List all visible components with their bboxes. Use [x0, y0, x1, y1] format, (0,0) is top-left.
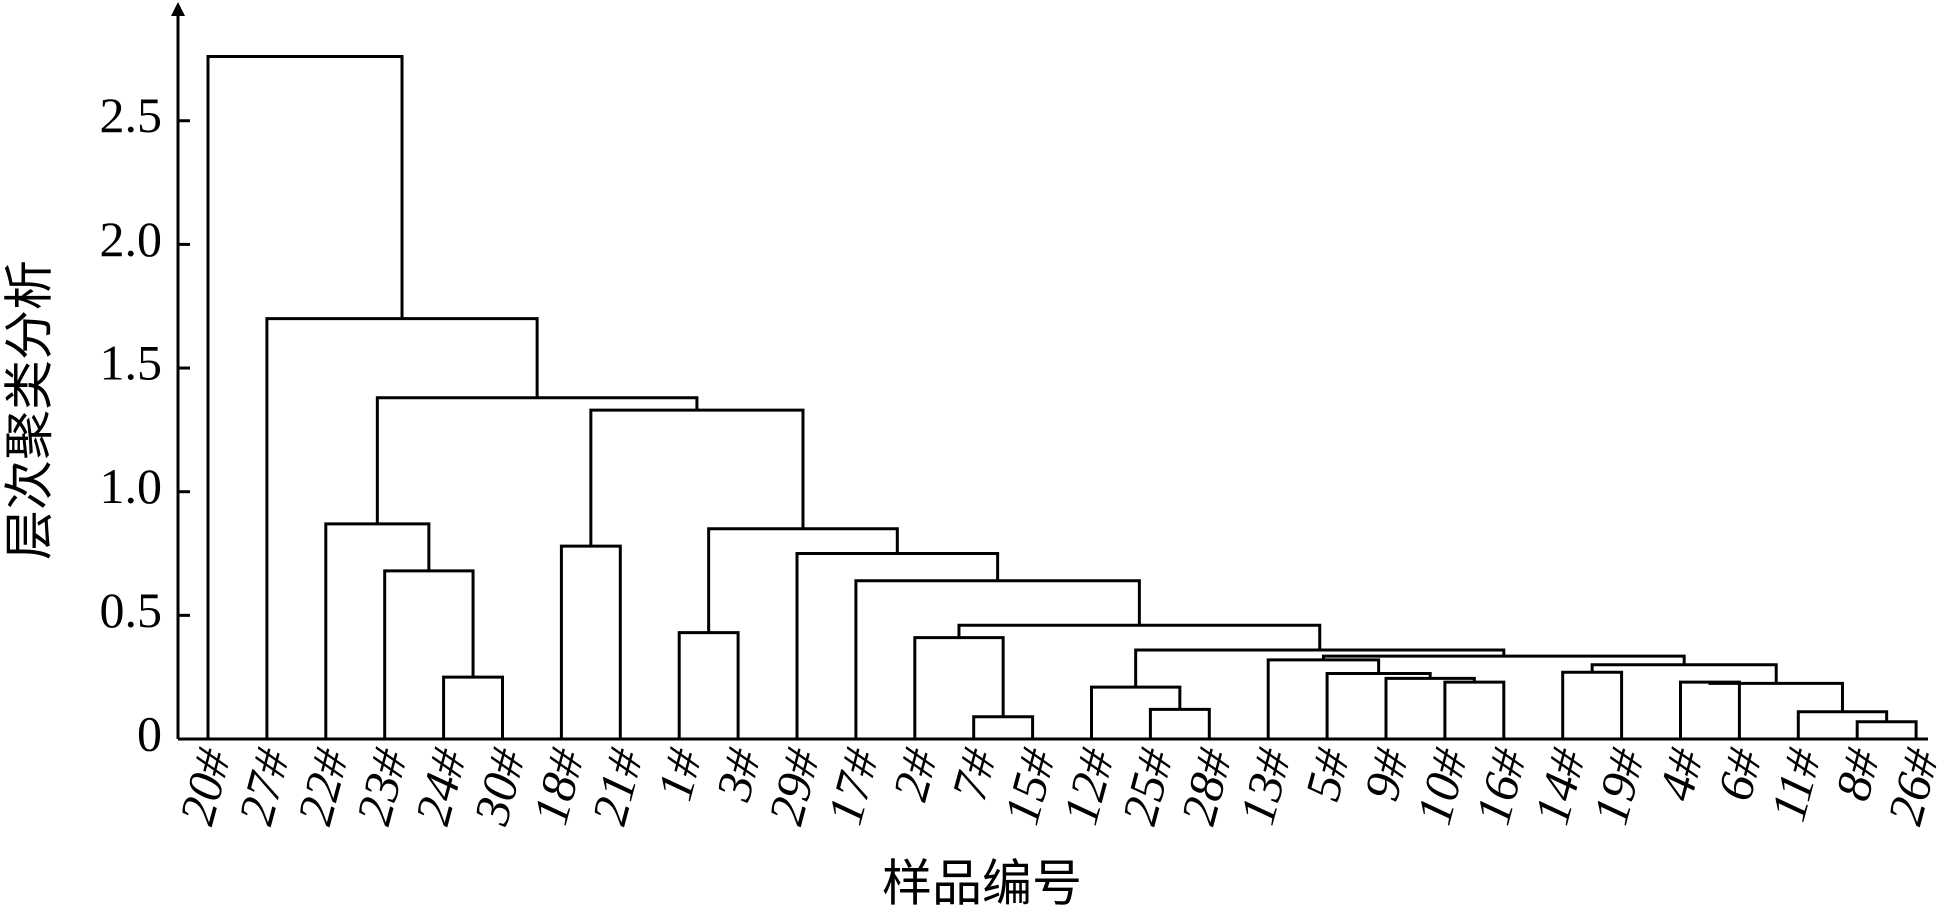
cluster-link: [1148, 707, 1211, 739]
leaf-label: 4#: [1647, 742, 1714, 806]
leaf-label: 5#: [1294, 742, 1361, 806]
cluster-link: [1796, 710, 1889, 739]
y-tick-label: 2.5: [100, 87, 163, 143]
leaf-label: 26#: [1876, 742, 1950, 830]
leaf-label: 13#: [1228, 742, 1302, 830]
cluster-link: [442, 675, 504, 739]
cluster-link: [1090, 685, 1182, 739]
cluster-link: [589, 408, 805, 547]
cluster-link: [206, 54, 404, 739]
y-tick-label: 1.0: [100, 458, 163, 514]
x-axis-title: 样品编号: [882, 855, 1082, 911]
leaf-label: 19#: [1582, 742, 1656, 830]
y-axis-title: 层次聚类分析: [1, 260, 57, 560]
leaf-label: 17#: [816, 742, 890, 830]
leaf-label: 2#: [881, 742, 948, 806]
leaf-label: 21#: [580, 742, 654, 830]
y-tick-label: 0.5: [100, 582, 163, 638]
cluster-link: [324, 522, 431, 739]
cluster-link: [1708, 681, 1844, 712]
cluster-link: [375, 396, 699, 524]
cluster-link: [913, 636, 1005, 739]
cluster-link: [1443, 680, 1506, 739]
y-axis-arrow: [171, 2, 185, 16]
cluster-link: [1590, 663, 1778, 684]
cluster-link: [957, 623, 1322, 650]
cluster-link: [677, 631, 740, 739]
leaf-label: 11#: [1759, 742, 1832, 826]
y-tick-label: 1.5: [100, 335, 163, 391]
cluster-link: [1384, 676, 1476, 739]
cluster-link: [1561, 670, 1624, 739]
y-tick-label: 2.0: [100, 211, 163, 267]
y-tick-label: 0: [137, 705, 162, 761]
leaf-label: 1#: [646, 742, 713, 806]
cluster-link: [559, 544, 622, 739]
cluster-link: [383, 569, 475, 739]
cluster-link: [972, 715, 1035, 739]
cluster-link: [1325, 671, 1432, 739]
cluster-link: [1679, 680, 1741, 739]
cluster-link: [1855, 720, 1918, 739]
leaf-label: 30#: [462, 742, 536, 831]
cluster-link: [1266, 658, 1381, 739]
